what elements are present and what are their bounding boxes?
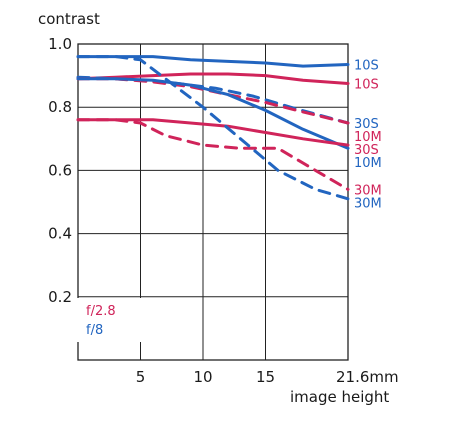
series-label: 10M	[354, 130, 382, 145]
legend-label-f28: f/2.8	[86, 304, 116, 319]
x-tick-label: 10	[193, 368, 212, 386]
series-line-10s-f28-solid	[76, 72, 350, 85]
y-tick-label: 0.8	[48, 98, 72, 116]
series-line-30m-f28-dashed	[76, 118, 350, 191]
legend-box	[77, 298, 147, 342]
series-label: 10S	[354, 59, 379, 74]
y-axis-title: contrast	[38, 10, 100, 28]
y-tick-label: 0.4	[48, 225, 72, 243]
series-label: 30M	[354, 196, 382, 211]
y-tick-label: 0.2	[48, 288, 72, 306]
legend-label-f8: f/8	[86, 323, 103, 338]
y-tick-label: 1.0	[48, 35, 72, 53]
series-line-30m-f8-dashed	[76, 55, 350, 201]
tick-layer: 5 10 15 21.6mm 0.2 0.4 0.6 0.8 1.0	[48, 35, 398, 386]
x-tick-label: 15	[256, 368, 275, 386]
series-label: 30S	[354, 117, 379, 132]
x-tick-label: 21.6mm	[336, 368, 399, 386]
series-label: 10S	[354, 78, 379, 93]
x-tick-label: 5	[136, 368, 146, 386]
series-label: 10M	[354, 156, 382, 171]
series-label: 30M	[354, 183, 382, 198]
series-line-10m-f8-solid	[76, 77, 350, 150]
series-label: 30S	[354, 143, 379, 158]
series-layer	[76, 55, 350, 201]
x-axis-title: image height	[290, 388, 389, 406]
y-tick-label: 0.6	[48, 161, 72, 179]
